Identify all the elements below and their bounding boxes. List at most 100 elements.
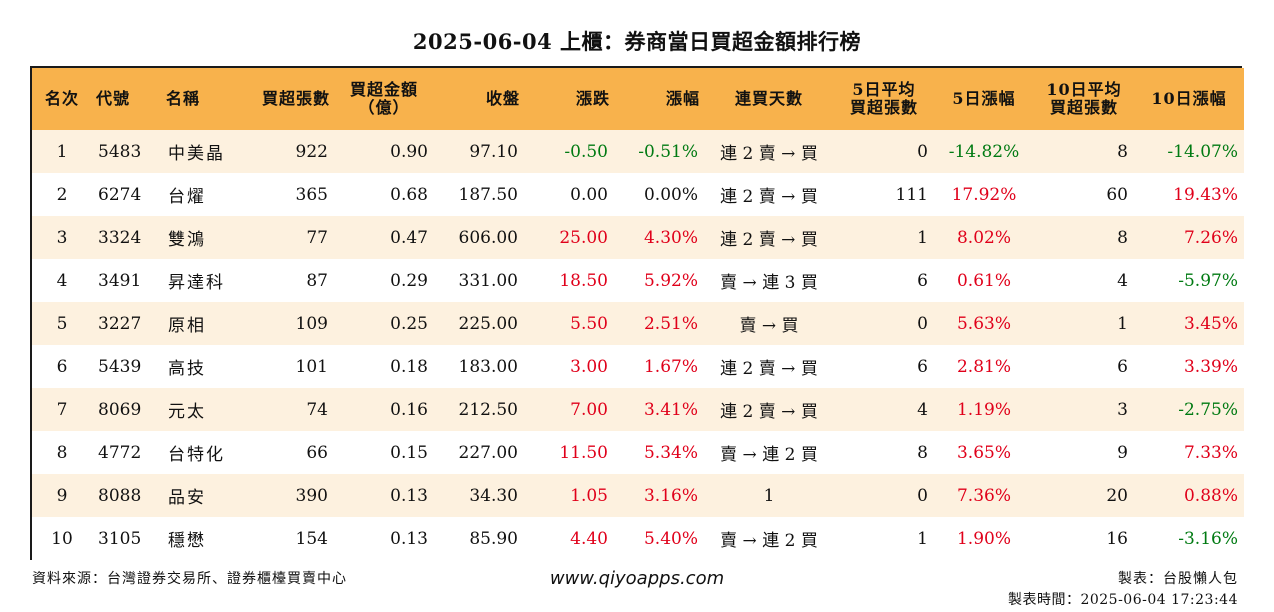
cell-avg5: 4: [917, 399, 928, 420]
cell-streak: 連 2 賣 → 買: [720, 144, 818, 164]
cell-change: 4.40: [570, 528, 608, 549]
created-time: 製表時間：2025-06-04 17:23:44: [1007, 592, 1238, 608]
cell-pct5: 5.63%: [956, 313, 1011, 334]
cell-avg5: 0: [917, 141, 928, 162]
cell-close: 331.00: [458, 270, 518, 291]
cell-pct10: -5.97%: [1178, 270, 1238, 291]
cell-close: 34.30: [469, 485, 518, 506]
header-avg5-line2: 買超張數: [849, 98, 918, 117]
author-credit: 製表：台股懶人包: [1118, 571, 1238, 587]
cell-streak: 連 2 賣 → 買: [720, 359, 818, 379]
website-link[interactable]: www.qiyoapps.com: [549, 568, 725, 589]
cell-pct5: 17.92%: [951, 184, 1017, 205]
header-buy-shares: 買超張數: [261, 89, 330, 108]
cell-buy-shares: 66: [306, 442, 328, 463]
cell-avg5: 0: [917, 485, 928, 506]
cell-change-pct: 3.41%: [643, 399, 698, 420]
cell-code: 5439: [98, 356, 142, 377]
cell-pct5: 1.19%: [956, 399, 1011, 420]
cell-rank: 9: [56, 485, 68, 506]
cell-rank: 10: [51, 528, 73, 549]
cell-change: 11.50: [559, 442, 608, 463]
cell-buy-amount: 0.16: [390, 399, 428, 420]
cell-streak: 連 2 賣 → 買: [720, 187, 818, 207]
cell-change: 25.00: [559, 227, 608, 248]
cell-avg10: 8: [1117, 227, 1128, 248]
cell-change-pct: 1.67%: [643, 356, 698, 377]
table-row: 10 3105 穩懋 154 0.13 85.90 4.40 5.40% 賣 → 連 2 買 1 1…: [32, 517, 1244, 560]
cell-close: 225.00: [458, 313, 518, 334]
cell-buy-amount: 0.90: [390, 141, 428, 162]
cell-pct10: -14.07%: [1167, 141, 1238, 162]
table-row: 1 5483 中美晶 922 0.90 97.10 -0.50 -0.51% 連 2 賣 → 買…: [32, 130, 1244, 173]
cell-pct5: 0.61%: [956, 270, 1011, 291]
cell-change-pct: -0.51%: [638, 141, 698, 162]
cell-name: 台燿: [168, 187, 206, 207]
cell-close: 85.90: [469, 528, 518, 549]
cell-pct5: 1.90%: [956, 528, 1011, 549]
table-row: 7 8069 元太 74 0.16 212.50 7.00 3.41% 連 2 賣 → 買 4 1.…: [32, 388, 1244, 431]
cell-pct5: 2.81%: [956, 356, 1011, 377]
cell-rank: 2: [56, 184, 68, 205]
cell-change-pct: 0.00%: [643, 184, 698, 205]
cell-name: 元太: [168, 402, 206, 422]
header-change-pct: 漲幅: [665, 89, 700, 108]
cell-change-pct: 2.51%: [643, 313, 698, 334]
cell-code: 8069: [98, 399, 142, 420]
header-avg5-line1: 5日平均: [852, 80, 916, 99]
cell-change: 0.00: [570, 184, 608, 205]
cell-streak: 賣 → 連 2 買: [720, 445, 818, 465]
cell-buy-amount: 0.13: [390, 485, 428, 506]
table-row: 8 4772 台特化 66 0.15 227.00 11.50 5.34% 賣 → 連 2 買 8…: [32, 431, 1244, 474]
header-close: 收盤: [485, 89, 520, 108]
table-header-row: 名次 代號 名稱 買超張數 買超金額 （億） 收盤 漲跌 漲幅 連買天數 5日平…: [32, 68, 1244, 130]
header-pct10: 10日漲幅: [1151, 89, 1227, 108]
cell-rank: 4: [56, 270, 68, 291]
cell-name: 雙鴻: [168, 230, 206, 250]
cell-close: 183.00: [458, 356, 518, 377]
cell-buy-shares: 922: [295, 141, 328, 162]
cell-buy-shares: 77: [306, 227, 328, 248]
header-pct5: 5日漲幅: [952, 89, 1016, 108]
cell-buy-shares: 154: [295, 528, 328, 549]
cell-streak: 1: [763, 485, 775, 506]
cell-code: 6274: [98, 184, 142, 205]
header-buy-amount: 買超金額 （億）: [334, 68, 434, 130]
cell-pct10: 7.26%: [1183, 227, 1238, 248]
cell-streak: 連 2 賣 → 買: [720, 402, 818, 422]
cell-close: 97.10: [469, 141, 518, 162]
header-rank: 名次: [44, 89, 79, 108]
cell-streak: 賣 → 連 3 買: [720, 273, 818, 293]
header-avg10-line2: 買超張數: [1049, 98, 1118, 117]
cell-change-pct: 5.34%: [643, 442, 698, 463]
table-row: 2 6274 台燿 365 0.68 187.50 0.00 0.00% 連 2 賣 → 買 11…: [32, 173, 1244, 216]
cell-pct5: 3.65%: [956, 442, 1011, 463]
cell-rank: 5: [56, 313, 68, 334]
cell-change: -0.50: [564, 141, 608, 162]
cell-buy-amount: 0.29: [390, 270, 428, 291]
cell-avg5: 6: [917, 356, 928, 377]
cell-buy-shares: 365: [295, 184, 328, 205]
page-title: 2025-06-04 上櫃：券商當日買超金額排行榜: [412, 29, 862, 54]
cell-change: 1.05: [570, 485, 608, 506]
cell-buy-shares: 101: [295, 356, 328, 377]
cell-avg10: 16: [1106, 528, 1128, 549]
table-row: 5 3227 原相 109 0.25 225.00 5.50 2.51% 賣 → 買 0 5.63%…: [32, 302, 1244, 345]
cell-code: 3227: [98, 313, 142, 334]
cell-pct10: 19.43%: [1173, 184, 1238, 205]
table-body: 1 5483 中美晶 922 0.90 97.10 -0.50 -0.51% 連 2 賣 → 買…: [32, 130, 1244, 560]
cell-change-pct: 3.16%: [643, 485, 698, 506]
cell-pct5: 7.36%: [956, 485, 1011, 506]
cell-name: 昇達科: [168, 273, 225, 293]
cell-avg10: 9: [1117, 442, 1128, 463]
cell-name: 原相: [168, 316, 206, 336]
cell-buy-amount: 0.25: [390, 313, 428, 334]
cell-avg10: 8: [1117, 141, 1128, 162]
cell-code: 3105: [98, 528, 142, 549]
cell-buy-amount: 0.47: [390, 227, 428, 248]
cell-change-pct: 5.92%: [643, 270, 698, 291]
cell-pct10: -3.16%: [1178, 528, 1238, 549]
cell-avg5: 6: [917, 270, 928, 291]
cell-buy-amount: 0.68: [390, 184, 428, 205]
cell-change: 7.00: [570, 399, 608, 420]
